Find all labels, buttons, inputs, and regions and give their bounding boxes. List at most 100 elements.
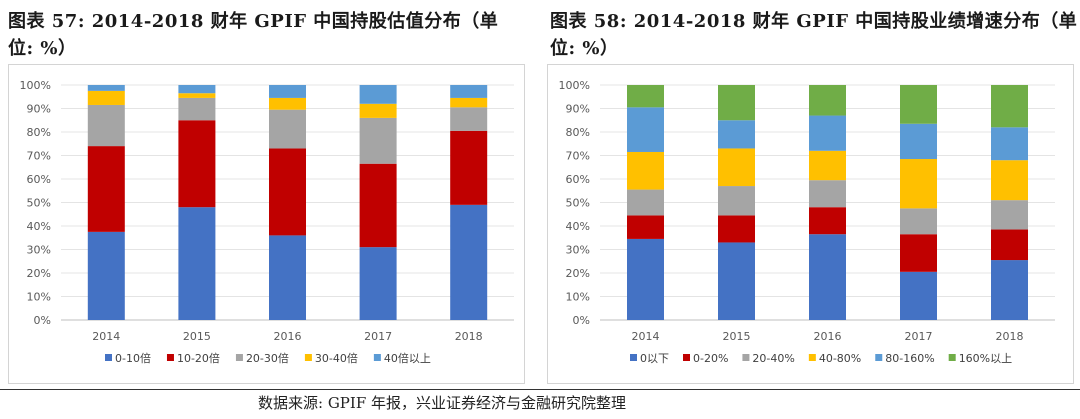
- bar-segment: [359, 103, 397, 118]
- bar-segment: [87, 146, 125, 232]
- y-tick-label: 60%: [566, 173, 590, 186]
- bar-segment: [178, 85, 216, 94]
- y-tick-label: 70%: [566, 150, 590, 163]
- y-tick-label: 10%: [566, 291, 590, 304]
- legend-swatch: [875, 354, 883, 361]
- bar-segment: [991, 160, 1028, 201]
- chart-57-title: 图表 57: 2014-2018 财年 GPIF 中国持股估值分布（单 位: %…: [8, 8, 533, 62]
- bar-segment: [87, 104, 125, 147]
- legend-label: 80-160%: [885, 352, 934, 365]
- bar-segment: [178, 207, 216, 320]
- legend-swatch: [105, 354, 112, 361]
- y-tick-label: 90%: [27, 103, 51, 116]
- legend-label: 20-40%: [752, 352, 794, 365]
- bar-segment: [269, 148, 306, 236]
- legend-label: 30-40倍: [315, 351, 358, 365]
- chart-58-title-line1: 图表 58: 2014-2018 财年 GPIF 中国持股业绩增速分布（单: [550, 11, 1078, 32]
- bar-segment: [627, 189, 664, 216]
- x-tick-label: 2014: [632, 330, 660, 343]
- x-tick-label: 2018: [996, 330, 1024, 343]
- chart-57-svg: 0% 10% 20% 30% 40% 50% 60% 70% 80% 90% 100% 2014 201…: [20, 79, 514, 365]
- legend-label: 20-30倍: [246, 351, 289, 365]
- bar-segment: [627, 151, 664, 190]
- bar-segment: [718, 148, 755, 187]
- x-tick-label: 2016: [274, 330, 302, 343]
- legend-label: 0以下: [640, 352, 669, 365]
- bar-segment: [178, 97, 216, 121]
- bar-segment: [627, 85, 664, 108]
- x-tick-label: 2015: [723, 330, 751, 343]
- bar-segment: [269, 235, 306, 320]
- y-tick-label: 20%: [566, 267, 590, 280]
- chart-57-title-line2: 位: %）: [8, 38, 77, 59]
- legend-swatch: [166, 354, 174, 361]
- bar-segment: [627, 238, 664, 320]
- bar-segment: [87, 90, 125, 105]
- y-tick-label: 20%: [27, 267, 51, 280]
- chart-57-title-line1: 图表 57: 2014-2018 财年 GPIF 中国持股估值分布（单: [8, 11, 499, 32]
- footer-divider: [0, 389, 1080, 390]
- bar-segment: [809, 180, 846, 208]
- bar-segment: [991, 260, 1028, 320]
- bar-segment: [359, 85, 397, 104]
- chart-57-panel: 0% 10% 20% 30% 40% 50% 60% 70% 80% 90% 100% 2014 201…: [8, 64, 525, 384]
- y-tick-label: 50%: [566, 197, 590, 210]
- y-tick-label: 50%: [27, 197, 51, 210]
- y-tick-label: 0%: [34, 314, 51, 327]
- bar-segment: [178, 93, 216, 98]
- legend-swatch: [742, 354, 750, 361]
- legend-swatch: [948, 354, 956, 361]
- y-tick-label: 80%: [566, 126, 590, 139]
- y-tick-label: 30%: [27, 244, 51, 257]
- y-tick-label: 40%: [27, 220, 51, 233]
- bar-segment: [178, 120, 216, 208]
- y-tick-label: 80%: [27, 126, 51, 139]
- legend-label: 160%以上: [959, 352, 1012, 365]
- y-tick-label: 30%: [566, 244, 590, 257]
- bar-segment: [269, 97, 306, 110]
- bar-segment: [991, 127, 1028, 161]
- bar-segment: [900, 85, 937, 124]
- x-tick-label: 2017: [905, 330, 933, 343]
- bar-segment: [450, 107, 488, 131]
- legend-label: 10-20倍: [177, 351, 220, 365]
- bar-segment: [991, 200, 1028, 230]
- bar-segment: [718, 242, 755, 320]
- bar-segment: [718, 85, 755, 121]
- x-tick-label: 2016: [814, 330, 842, 343]
- y-tick-label: 100%: [559, 79, 590, 92]
- y-tick-label: 40%: [566, 220, 590, 233]
- bar-segment: [87, 231, 125, 320]
- bar-segment: [627, 107, 664, 152]
- legend-swatch: [808, 354, 816, 361]
- bar-segment: [359, 163, 397, 248]
- legend-label: 40倍以上: [384, 351, 431, 365]
- legend-swatch: [630, 354, 637, 361]
- bar-segment: [991, 229, 1028, 261]
- bar-segment: [900, 234, 937, 272]
- bar-segment: [359, 117, 397, 164]
- source-note: 数据来源: GPIF 年报，兴业证券经济与金融研究院整理: [258, 394, 627, 412]
- bar-segment: [900, 271, 937, 320]
- bar-segment: [359, 247, 397, 320]
- bar-segment: [627, 215, 664, 239]
- bar-segment: [450, 204, 488, 320]
- bar-segment: [809, 207, 846, 235]
- bar-segment: [809, 234, 846, 320]
- chart-58-title-line2: 位: %）: [550, 38, 619, 59]
- bar-segment: [269, 109, 306, 149]
- bar-segment: [450, 130, 488, 205]
- x-tick-label: 2015: [183, 330, 211, 343]
- bar-segment: [718, 186, 755, 216]
- bar-segment: [718, 215, 755, 243]
- x-tick-label: 2017: [364, 330, 392, 343]
- legend-swatch: [683, 354, 690, 361]
- bar-segment: [269, 85, 306, 98]
- chart-58-title: 图表 58: 2014-2018 财年 GPIF 中国持股业绩增速分布（单 位:…: [550, 8, 1078, 62]
- x-tick-label: 2018: [455, 330, 483, 343]
- bar-segment: [991, 85, 1028, 128]
- bar-segment: [809, 115, 846, 151]
- bar-segment: [809, 150, 846, 181]
- bar-segment: [900, 123, 937, 160]
- bar-segment: [809, 85, 846, 116]
